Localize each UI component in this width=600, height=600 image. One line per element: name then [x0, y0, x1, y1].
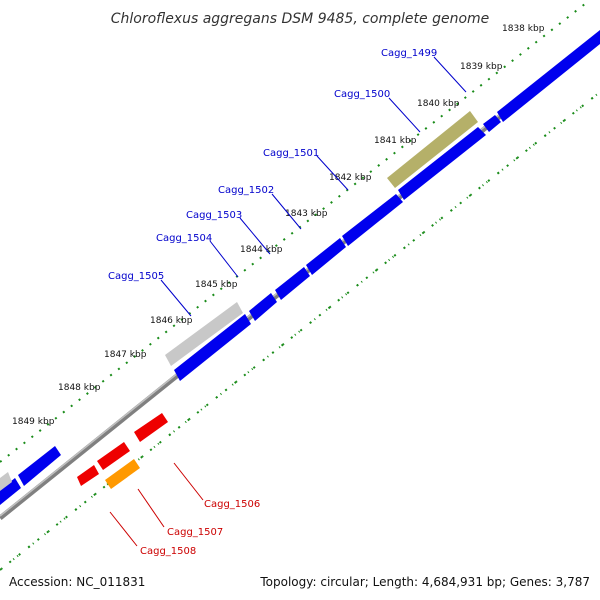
kbp-label: 1841 kbp — [374, 136, 417, 146]
kbp-label: 1846 kbp — [150, 316, 193, 326]
gene-feature-gray[interactable] — [165, 302, 243, 366]
gene-label[interactable]: Cagg_1500 — [334, 89, 390, 100]
kbp-label: 1849 kbp — [12, 417, 55, 427]
gene-label[interactable]: Cagg_1499 — [381, 48, 437, 59]
gene-feature[interactable] — [275, 267, 310, 300]
kbp-labels: 1838 kbp 1839 kbp 1840 kbp 1841 kbp 1842… — [12, 24, 545, 427]
lower-gene-labels: Cagg_1506 Cagg_1507 Cagg_1508 — [109, 462, 260, 557]
reverse-strand-genes — [77, 413, 168, 489]
gene-feature[interactable] — [398, 127, 486, 200]
gene-feature[interactable] — [97, 442, 130, 470]
kbp-label: 1838 kbp — [502, 24, 545, 34]
gene-label[interactable]: Cagg_1501 — [263, 148, 319, 159]
gene-label[interactable]: Cagg_1504 — [156, 233, 212, 244]
gene-label[interactable]: Cagg_1502 — [218, 185, 274, 196]
gene-feature[interactable] — [0, 478, 21, 505]
gene-feature[interactable] — [105, 459, 140, 489]
gene-feature[interactable] — [134, 413, 168, 442]
kbp-label: 1839 kbp — [460, 62, 503, 72]
gene-label[interactable]: Cagg_1506 — [204, 499, 260, 510]
gene-feature[interactable] — [174, 314, 251, 381]
genome-summary-text: Topology: circular; Length: 4,684,931 bp… — [259, 575, 590, 589]
kbp-label: 1847 kbp — [104, 350, 147, 360]
kbp-label: 1842 kbp — [329, 173, 372, 183]
gene-feature-highlight[interactable] — [387, 111, 478, 188]
gene-feature[interactable] — [342, 194, 403, 246]
gene-feature[interactable] — [249, 293, 277, 321]
gene-feature-gray[interactable] — [0, 472, 12, 491]
map-title: Chloroflexus aggregans DSM 9485, complet… — [111, 11, 490, 27]
kbp-label: 1844 kbp — [240, 245, 283, 255]
gene-feature[interactable] — [497, 30, 600, 122]
gene-label[interactable]: Cagg_1507 — [167, 527, 223, 538]
kbp-label: 1848 kbp — [58, 383, 101, 393]
kbp-label: 1840 kbp — [417, 99, 460, 109]
gene-feature[interactable] — [18, 446, 61, 486]
gc-track-lower — [0, 91, 600, 571]
gene-feature[interactable] — [306, 238, 346, 275]
accession-text: Accession: NC_011831 — [9, 575, 145, 589]
gene-label[interactable]: Cagg_1508 — [140, 546, 196, 557]
kbp-label: 1843 kbp — [285, 209, 328, 219]
gene-label[interactable]: Cagg_1505 — [108, 271, 164, 282]
upper-gene-labels: Cagg_1499 Cagg_1500 Cagg_1501 Cagg_1502 … — [108, 48, 467, 317]
kbp-label: 1845 kbp — [195, 280, 238, 290]
gene-label[interactable]: Cagg_1503 — [186, 210, 242, 221]
upper-lane-genes — [0, 111, 478, 491]
gene-feature[interactable] — [77, 465, 99, 486]
forward-strand-genes — [0, 30, 600, 505]
gene-feature[interactable] — [483, 115, 501, 132]
